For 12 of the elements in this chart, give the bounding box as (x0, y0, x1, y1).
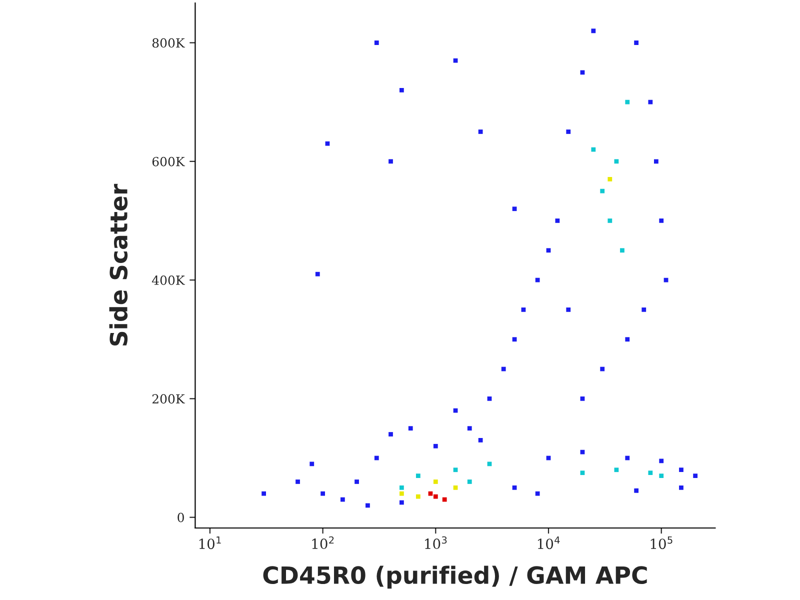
y-tick-label: 400K (152, 276, 185, 285)
x-tick-label: 10$^{4}$ (538, 536, 560, 550)
x-tick-label: 10$^{3}$ (425, 536, 447, 550)
y-tick-label: 0 (178, 512, 184, 522)
x-axis-title: CD45R0 (purified) / GAM APC (263, 566, 647, 589)
y-tick-label: 200K (152, 394, 185, 404)
x-tick-label: 10$^{2}$ (312, 536, 334, 550)
y-tick-label: 800K (152, 38, 185, 48)
y-axis-title: Side Scatter (109, 184, 128, 346)
y-tick-label: 600K (152, 156, 185, 166)
x-tick-label: 10$^{5}$ (650, 536, 672, 550)
x-tick-label: 10$^{1}$ (199, 536, 221, 550)
